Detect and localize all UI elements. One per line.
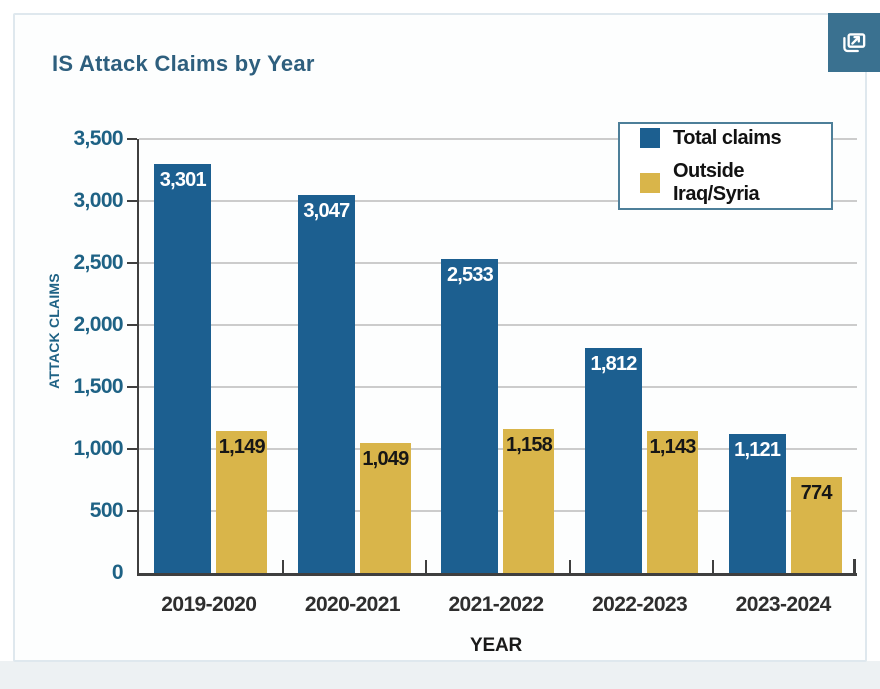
x-boundary-tick [425, 560, 428, 573]
y-tick-label: 3,500 [73, 127, 123, 150]
bar-value-label: 1,149 [218, 435, 266, 458]
y-tick [127, 138, 137, 140]
y-tick-label: 3,000 [73, 189, 123, 212]
y-tick [127, 386, 137, 388]
bar-group-2020-2021: 3,047 1,049 [283, 139, 428, 573]
y-axis: 0 500 1,000 1,500 2,000 2,500 3,000 3,500 [15, 127, 137, 584]
y-tick-label: 2,500 [73, 251, 123, 274]
bar-group-2021-2022: 2,533 1,158 [426, 139, 571, 573]
legend-swatch-outside-iraq-syria [640, 172, 660, 193]
y-tick-label: 500 [89, 499, 124, 522]
open-in-new-window-icon [838, 27, 870, 59]
x-category-label-2021-2022: 2021-2022 [448, 593, 544, 616]
y-tick-label: 0 [111, 561, 124, 584]
bar-outside-iraq-syria-2023-2024: 774 [790, 477, 842, 573]
bar-value-label: 1,049 [362, 447, 409, 470]
x-axis-title: YEAR [470, 635, 522, 656]
y-tick [127, 448, 137, 450]
legend: Total claims Outside Iraq/Syria [618, 122, 833, 210]
page-bottom-strip [0, 661, 880, 689]
bar-outside-iraq-syria-2022-2023: 1,143 [647, 431, 699, 573]
bar-total-claims-2023-2024: 1,121 [728, 434, 786, 573]
bar-outside-iraq-syria-2020-2021: 1,049 [359, 442, 411, 573]
y-tick-label: 1,000 [73, 437, 123, 460]
legend-item-total-claims: Total claims [640, 127, 831, 150]
plot-area: 3,301 1,149 3,047 1,049 2,533 1,158 1,812 1,143… [137, 138, 857, 576]
bar-value-label: 3,047 [303, 200, 350, 223]
x-boundary-tick [712, 560, 715, 573]
y-tick [127, 324, 137, 326]
bar-value-label: 3,301 [159, 168, 207, 191]
bar-value-label: 1,812 [590, 353, 638, 376]
gridline-3500 [139, 138, 857, 140]
x-category-label-2020-2021: 2020-2021 [304, 593, 401, 616]
gridline-3000 [139, 200, 857, 202]
bar-total-claims-2020-2021: 3,047 [297, 195, 355, 573]
x-axis-labels: 2019-2020 2020-2021 2021-2022 2022-2023 2023… [137, 593, 855, 617]
y-tick [127, 200, 137, 202]
x-category-label-2022-2023: 2022-2023 [592, 593, 688, 616]
bar-outside-iraq-syria-2021-2022: 1,158 [503, 429, 555, 573]
chart-card: IS Attack Claims by Year ATTACK CLAIMS 0… [13, 13, 867, 662]
bar-total-claims-2021-2022: 2,533 [441, 258, 499, 573]
bar-total-claims-2022-2023: 1,812 [585, 348, 643, 573]
x-category-label-2023-2024: 2023-2024 [735, 593, 832, 616]
bar-value-label: 1,143 [649, 436, 697, 459]
bar-value-label: 1,121 [734, 439, 781, 461]
legend-item-outside-iraq-syria: Outside Iraq/Syria [640, 160, 831, 206]
axis-end-tick [853, 559, 856, 573]
bar-value-label: 774 [800, 482, 833, 505]
y-tick-label: 2,000 [73, 313, 123, 336]
y-tick-label: 1,500 [73, 375, 123, 398]
bar-value-label: 2,533 [446, 263, 494, 286]
bar-total-claims-2019-2020: 3,301 [154, 163, 212, 573]
bar-group-2022-2023: 1,812 1,143 [570, 139, 715, 573]
bar-groups: 3,301 1,149 3,047 1,049 2,533 1,158 1,812 1,143… [139, 139, 857, 573]
bar-outside-iraq-syria-2019-2020: 1,149 [216, 430, 268, 573]
bar-group-2019-2020: 3,301 1,149 [139, 139, 284, 573]
x-boundary-tick [568, 560, 571, 573]
bar-value-label: 1,158 [505, 434, 553, 457]
y-tick [127, 262, 137, 264]
legend-swatch-total-claims [640, 128, 660, 148]
chart-title: IS Attack Claims by Year [52, 51, 315, 76]
legend-label: Total claims [673, 126, 782, 149]
y-tick [127, 510, 137, 512]
expand-button[interactable] [828, 13, 880, 72]
x-category-label-2019-2020: 2019-2020 [161, 593, 257, 616]
legend-label: Outside Iraq/Syria [673, 159, 760, 205]
x-boundary-tick [281, 560, 284, 573]
bar-group-2023-2024: 1,121 774 [713, 139, 857, 573]
